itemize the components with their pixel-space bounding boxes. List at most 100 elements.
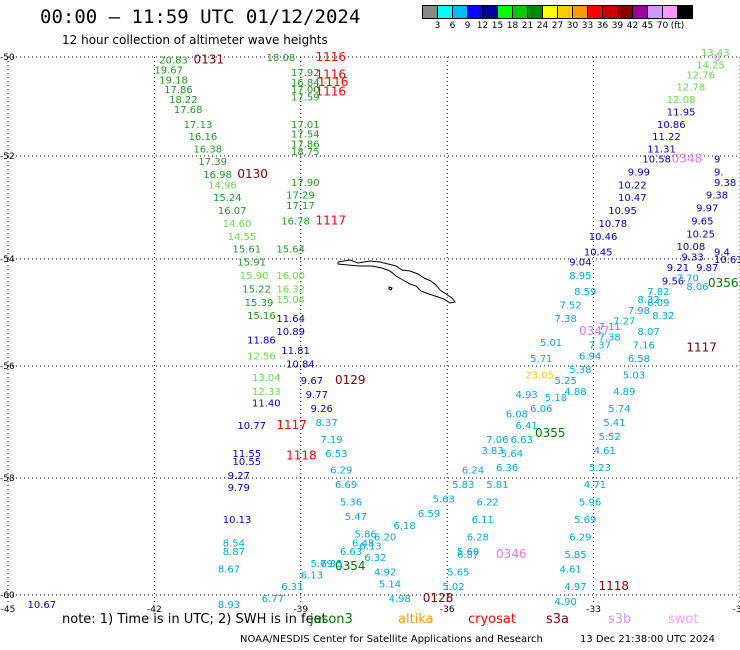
wave-height-label: 10.45 (584, 247, 613, 258)
wave-height-label: 6.06 (530, 404, 552, 415)
wave-height-label: 10.95 (608, 206, 637, 217)
wave-height-label: 9.56 (662, 276, 684, 287)
wave-height-label: 9.87 (696, 263, 718, 274)
legend-swatch (677, 5, 693, 19)
footer-note: note: 1) Time is in UTC; 2) SWH is in fe… (62, 612, 698, 627)
lat-tick-label: -60 (0, 591, 15, 601)
wave-height-label: 17.17 (286, 201, 315, 212)
wave-height-legend: 3 6 9 12 15 18 21 24 27 30 33 36 39 42 45 70 (ft) (422, 5, 693, 31)
wave-height-label: 9.21 (667, 263, 689, 274)
lat-tick-label: -50 (0, 53, 15, 63)
pass-time-label: 1118 (598, 579, 629, 593)
wave-height-label: 6.59 (418, 509, 440, 520)
wave-height-label: 10.58 (642, 155, 671, 166)
wave-height-label: 10.84 (286, 359, 315, 370)
wave-height-label: 9.99 (628, 167, 650, 178)
wave-height-label: 9.4 (714, 247, 730, 258)
wave-height-label: 5.18 (545, 393, 567, 404)
wave-height-label: 16.84 (291, 78, 320, 89)
wave-height-label: 20.83 (159, 55, 188, 66)
lat-tick-label: -54 (0, 255, 15, 265)
wave-height-label: 17.86 (291, 140, 320, 151)
wave-height-label: 9.65 (691, 216, 713, 227)
pass-time-label: 0131 (193, 52, 224, 66)
wave-height-label: 11.55 (232, 449, 261, 460)
wave-height-label: 8.32 (652, 311, 674, 322)
wave-height-label: 7.16 (633, 341, 655, 352)
wave-height-label: 11.95 (667, 107, 696, 118)
wave-height-label: 12.56 (247, 351, 276, 362)
wave-height-label: 4.98 (389, 594, 411, 605)
wave-height-label: 4.93 (516, 390, 538, 401)
wave-height-label: 0 (714, 53, 720, 64)
lon-tick-label: -39 (293, 605, 308, 615)
wave-height-label: 5.02 (442, 582, 464, 593)
wave-height-label: 11.22 (652, 132, 681, 143)
wave-height-label: 10.86 (657, 120, 686, 131)
wave-height-label: 8.95 (569, 271, 591, 282)
wave-height-label: 6.29 (330, 466, 352, 477)
wave-height-label: 4.97 (564, 582, 586, 593)
lat-tick-label: -58 (0, 474, 15, 484)
legend-labels: 3 6 9 12 15 18 21 24 27 30 33 36 39 42 45 70 (ft) (422, 21, 692, 31)
wave-height-label: 17.39 (198, 157, 227, 168)
wave-height-label: 15.04 (276, 295, 305, 306)
wave-height-label: 10.08 (677, 242, 706, 253)
wave-height-label: 8.93 (218, 600, 240, 611)
legend-label: 21 (521, 21, 534, 31)
wave-height-label: 5.60 (457, 547, 479, 558)
wave-height-label: 4.88 (564, 387, 586, 398)
credit-line: NOAA/NESDIS Center for Satellite Applica… (240, 634, 543, 645)
wave-height-label: 8.09 (647, 298, 669, 309)
map-title: 00:00 – 11:59 UTC 01/12/2024 (40, 6, 361, 28)
wave-height-label: 19.18 (159, 75, 188, 86)
wave-height-label: 8.37 (315, 418, 337, 429)
wave-height-label: 15.39 (245, 298, 274, 309)
wave-height-label: 7.38 (555, 314, 577, 325)
wave-height-label: 14.55 (228, 232, 257, 243)
lon-tick-label: -36 (440, 605, 455, 615)
wave-height-label: 15.22 (242, 284, 271, 295)
wave-height-label: 5.47 (345, 512, 367, 523)
wave-height-label: 5.96 (579, 497, 601, 508)
legend-label: 15 (491, 21, 504, 31)
pass-time-label: 0355 (535, 426, 566, 440)
wave-height-label: 11.81 (281, 346, 310, 357)
wave-height-label: 5.85 (564, 550, 586, 561)
lat-lon-grid (7, 56, 740, 605)
wave-height-label: 11.31 (647, 145, 676, 156)
pass-time-label: 0128 (423, 591, 454, 605)
wave-height-label: 5.25 (555, 376, 577, 387)
wave-height-label: 16.32 (276, 284, 305, 295)
wave-height-label: 10.67 (28, 600, 57, 611)
note-text: note: 1) Time is in UTC; 2) SWH is in fe… (62, 612, 327, 627)
legend-label: 42 (626, 21, 639, 31)
wave-height-label: 6.32 (364, 553, 386, 564)
wave-height-label: 5.41 (603, 418, 625, 429)
pass-time-label: 1118 (286, 449, 317, 463)
wave-height-label: 9.67 (301, 376, 323, 387)
wave-height-label: 8.59 (574, 287, 596, 298)
wave-height-label: 9 (714, 155, 720, 166)
legend-label: 6 (449, 21, 456, 31)
wave-height-label: 16.16 (189, 132, 218, 143)
wave-height-label: 6.69 (335, 480, 357, 491)
legend-swatches (422, 5, 693, 19)
legend-label: 9 (464, 21, 471, 31)
pass-time-label: 0356 (708, 276, 739, 290)
wave-height-label: 3.83 (481, 446, 503, 457)
satellite-cryosat: cryosat (468, 612, 516, 627)
wave-height-label: 17.68 (174, 105, 203, 116)
wave-height-label: 10.89 (276, 327, 305, 338)
wave-height-label: 6.24 (462, 466, 484, 477)
legend-label: 27 (551, 21, 564, 31)
wave-height-label: 7.82 (647, 287, 669, 298)
wave-height-label: 6.13 (359, 541, 381, 552)
wave-height-label: 9.04 (569, 258, 591, 269)
wave-height-label: 10.47 (618, 193, 647, 204)
pass-time-label: 0347 (579, 324, 610, 338)
lon-tick-label: -42 (147, 605, 162, 615)
wave-height-label: 6.31 (281, 582, 303, 593)
wave-height-label: 6.35 (320, 559, 342, 570)
